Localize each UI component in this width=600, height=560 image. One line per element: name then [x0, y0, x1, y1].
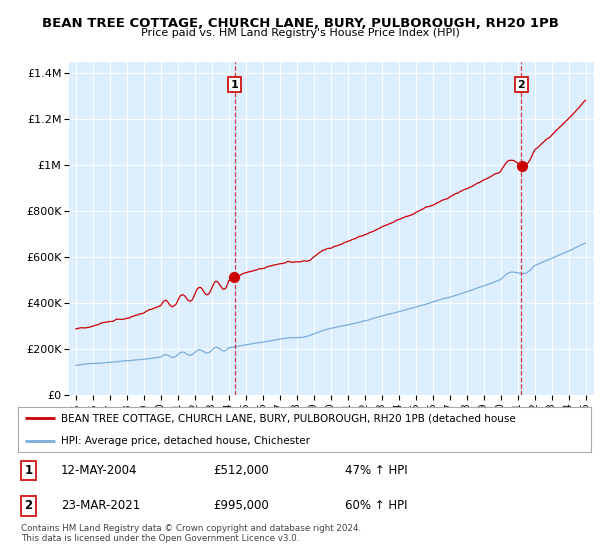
Text: 12-MAY-2004: 12-MAY-2004: [61, 464, 137, 477]
Text: Contains HM Land Registry data © Crown copyright and database right 2024.
This d: Contains HM Land Registry data © Crown c…: [21, 524, 361, 543]
Text: Price paid vs. HM Land Registry's House Price Index (HPI): Price paid vs. HM Land Registry's House …: [140, 28, 460, 38]
Text: 47% ↑ HPI: 47% ↑ HPI: [344, 464, 407, 477]
Text: BEAN TREE COTTAGE, CHURCH LANE, BURY, PULBOROUGH, RH20 1PB (detached house: BEAN TREE COTTAGE, CHURCH LANE, BURY, PU…: [61, 413, 516, 423]
Text: 60% ↑ HPI: 60% ↑ HPI: [344, 500, 407, 512]
Text: £512,000: £512,000: [213, 464, 269, 477]
Text: 2: 2: [517, 80, 525, 90]
Text: HPI: Average price, detached house, Chichester: HPI: Average price, detached house, Chic…: [61, 436, 310, 446]
Text: 1: 1: [24, 464, 32, 477]
Text: BEAN TREE COTTAGE, CHURCH LANE, BURY, PULBOROUGH, RH20 1PB: BEAN TREE COTTAGE, CHURCH LANE, BURY, PU…: [41, 17, 559, 30]
Text: 23-MAR-2021: 23-MAR-2021: [61, 500, 140, 512]
Text: 1: 1: [231, 80, 239, 90]
Text: 2: 2: [24, 500, 32, 512]
Text: £995,000: £995,000: [213, 500, 269, 512]
